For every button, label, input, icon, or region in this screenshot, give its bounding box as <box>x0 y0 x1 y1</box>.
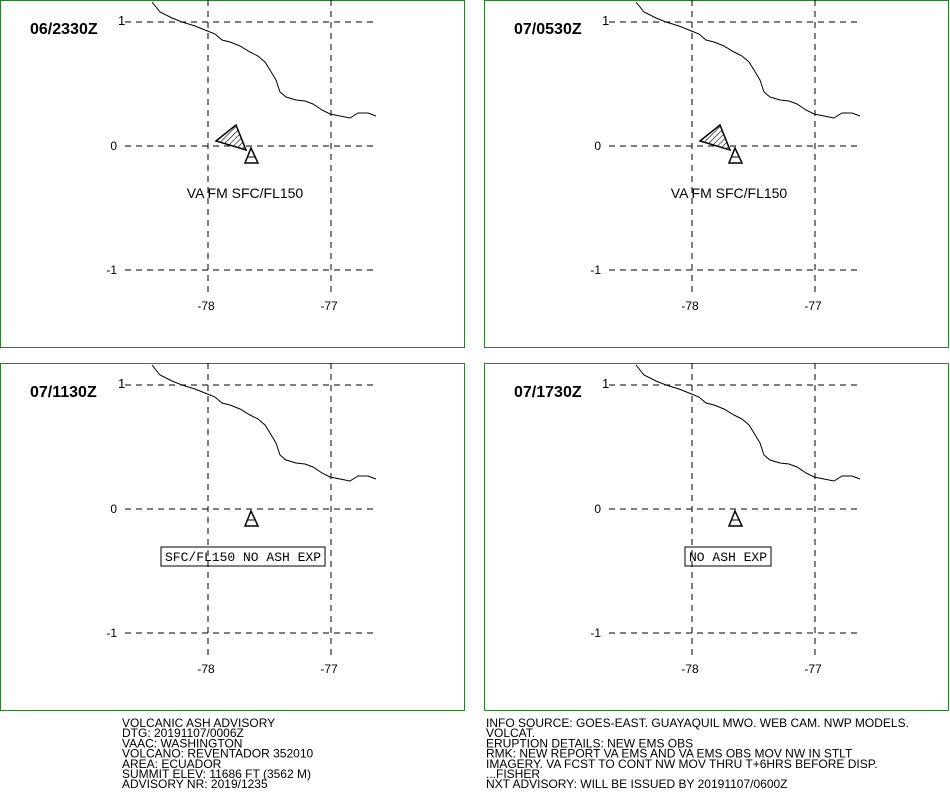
annotation-box <box>160 546 326 567</box>
ash-area <box>698 123 732 152</box>
annotation-box <box>684 546 772 567</box>
panel-border <box>0 0 465 348</box>
valid-time: 07/0530Z <box>514 21 582 38</box>
map-panel: 07/0530Z 1 0 -1 -78 -77 VA FM SFC/FL150 <box>484 0 949 348</box>
volcano-symbol <box>243 509 260 527</box>
advisory-line: VOLCAT. <box>486 726 535 740</box>
coastline <box>635 1 861 119</box>
latitude-label: 1 <box>602 376 609 391</box>
annotation: NO ASH EXP <box>689 550 767 565</box>
longitude-label: -78 <box>197 662 215 676</box>
coastline <box>151 1 377 119</box>
advisory-line: ERUPTION DETAILS: NEW EMS OBS <box>486 736 693 750</box>
latitude-label: 0 <box>110 139 117 153</box>
advisory-line: SUMMIT ELEV: 11686 FT (3562 M) <box>122 767 311 781</box>
advisory-line: INFO SOURCE: GOES-EAST. GUAYAQUIL MWO. W… <box>486 716 909 730</box>
coastline <box>635 364 861 482</box>
valid-time: 07/1730Z <box>514 384 582 401</box>
latitude-label: -1 <box>590 626 601 640</box>
longitude-label: -77 <box>804 299 822 313</box>
longitude-label: -78 <box>197 299 215 313</box>
latitude-label: 1 <box>602 13 609 28</box>
longitude-label: -78 <box>681 662 699 676</box>
valid-time: 07/1130Z <box>30 384 97 401</box>
latitude-label: 0 <box>594 139 601 153</box>
latitude-label: -1 <box>590 263 601 277</box>
longitude-label: -77 <box>320 662 338 676</box>
map-panel: 07/1730Z 1 0 -1 -78 -77 NO ASH EXP <box>484 363 949 711</box>
latitude-label: 0 <box>110 502 117 516</box>
advisory-line: ADVISORY NR: 2019/1235 <box>122 777 268 791</box>
advisory-line: AREA: ECUADOR <box>122 757 222 771</box>
latitude-label: 1 <box>118 13 125 28</box>
volcano-symbol <box>243 146 260 164</box>
advisory-line: NXT ADVISORY: WILL BE ISSUED BY 20191107… <box>486 777 788 791</box>
advisory-line: RMK: NEW REPORT VA EMS AND VA EMS OBS MO… <box>486 747 853 761</box>
advisory-line: DTG: 20191107/0006Z <box>122 726 244 740</box>
panel-border <box>0 363 465 711</box>
longitude-label: -78 <box>681 299 699 313</box>
longitude-label: -77 <box>804 662 822 676</box>
annotation: VA FM SFC/FL150 <box>671 185 788 201</box>
advisory-line: VOLCANO: REVENTADOR 352010 <box>122 747 314 761</box>
coastline <box>151 364 377 482</box>
panel-border <box>484 363 949 711</box>
map-panel: 07/1130Z 1 0 -1 -78 -77 SFC/FL150 NO ASH EXP <box>0 363 465 711</box>
latitude-label: 0 <box>594 502 601 516</box>
advisory-line: VAAC: WASHINGTON <box>122 736 242 750</box>
longitude-label: -77 <box>320 299 338 313</box>
volcano-symbol <box>727 146 744 164</box>
map-panel: 06/2330Z 1 0 -1 -78 -77 VA FM SFC/FL150 <box>0 0 465 348</box>
annotation: SFC/FL150 NO ASH EXP <box>165 550 321 565</box>
advisory-line: IMAGERY. VA FCST TO CONT NW MOV THRU T+6… <box>486 757 878 771</box>
panel-border <box>484 0 949 348</box>
latitude-label: -1 <box>106 263 117 277</box>
annotation: VA FM SFC/FL150 <box>187 185 304 201</box>
volcano-symbol <box>727 509 744 527</box>
latitude-label: 1 <box>118 376 125 391</box>
latitude-label: -1 <box>106 626 117 640</box>
advisory-line: VOLCANIC ASH ADVISORY <box>122 716 275 730</box>
ash-area <box>214 123 248 152</box>
valid-time: 06/2330Z <box>30 21 98 38</box>
advisory-line: ...FISHER <box>486 767 540 781</box>
